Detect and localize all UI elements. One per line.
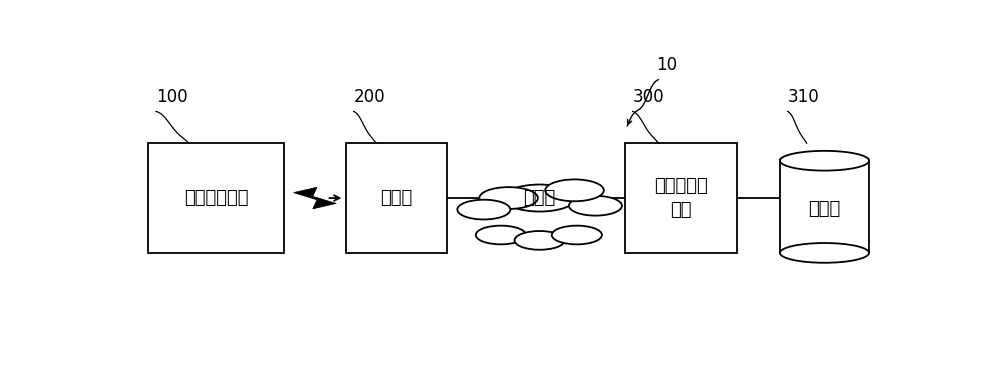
Circle shape: [515, 231, 565, 250]
Text: 体温管理服
务器: 体温管理服 务器: [654, 177, 708, 219]
Circle shape: [545, 179, 604, 201]
Text: 数据库: 数据库: [808, 200, 841, 218]
Text: 贴片式体温计: 贴片式体温计: [184, 189, 248, 207]
Circle shape: [457, 200, 510, 219]
Circle shape: [503, 184, 576, 211]
FancyBboxPatch shape: [148, 143, 284, 253]
Circle shape: [569, 196, 622, 216]
Polygon shape: [294, 187, 336, 209]
Text: 通信网: 通信网: [524, 189, 556, 207]
Circle shape: [479, 187, 538, 209]
Text: 100: 100: [156, 88, 188, 106]
Bar: [781, 150, 868, 161]
Text: 300: 300: [633, 88, 664, 106]
FancyBboxPatch shape: [346, 143, 447, 253]
Text: 200: 200: [354, 88, 385, 106]
Circle shape: [552, 226, 602, 245]
Circle shape: [476, 226, 526, 245]
Text: 310: 310: [788, 88, 819, 106]
Ellipse shape: [780, 151, 869, 171]
Text: 10: 10: [656, 56, 677, 74]
Ellipse shape: [780, 243, 869, 263]
FancyBboxPatch shape: [625, 143, 737, 253]
Text: 终端机: 终端机: [380, 189, 412, 207]
Bar: [780, 161, 869, 253]
